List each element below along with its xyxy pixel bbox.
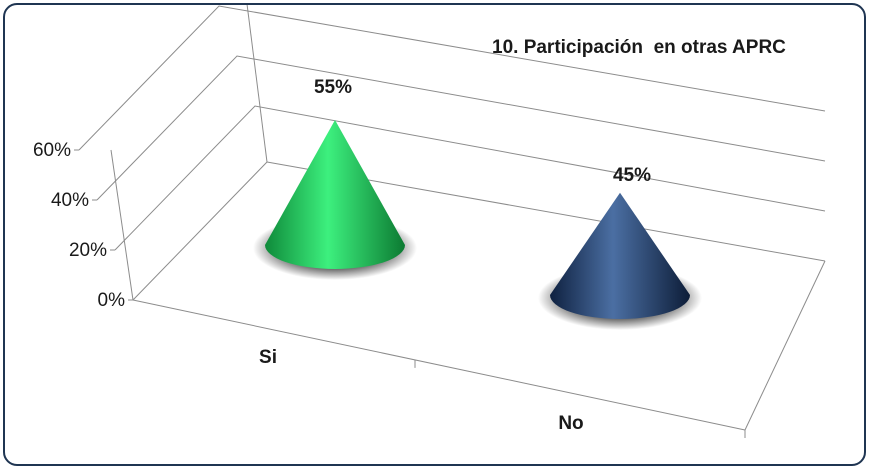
floor-front-edge: [132, 299, 746, 431]
y-tick-label: 20%: [69, 240, 107, 261]
y-axis-line: [110, 149, 134, 301]
category-label: Si: [259, 347, 277, 368]
floor-left-edge: [132, 161, 268, 301]
wall-back-vertical: [246, 5, 268, 163]
cones: 55% Si 45% No: [253, 77, 702, 434]
gridline: [78, 5, 826, 151]
gridline: [96, 55, 826, 201]
cone-chart: 0% 20% 40% 60% 55% Si 45% No 10. Participación…: [33, 5, 826, 438]
chart-frame: 0% 20% 40% 60% 55% Si 45% No 10. Participación…: [3, 3, 866, 466]
floor-right-edge: [744, 260, 826, 431]
gridline: [114, 105, 826, 251]
data-label: 55%: [314, 77, 352, 98]
gridlines: [78, 5, 826, 251]
y-tick-label: 60%: [33, 140, 71, 161]
y-axis-ticks: 0% 20% 40% 60%: [33, 140, 133, 311]
y-tick-label: 40%: [51, 190, 89, 211]
cone-no: [550, 192, 690, 319]
category-label: No: [558, 413, 583, 434]
axis-frame: [110, 5, 826, 438]
cone-si: [265, 120, 405, 269]
chart-title: 10. Participación en otras APRC: [492, 37, 786, 58]
y-tick-label: 0%: [98, 290, 126, 311]
data-label: 45%: [613, 165, 651, 186]
